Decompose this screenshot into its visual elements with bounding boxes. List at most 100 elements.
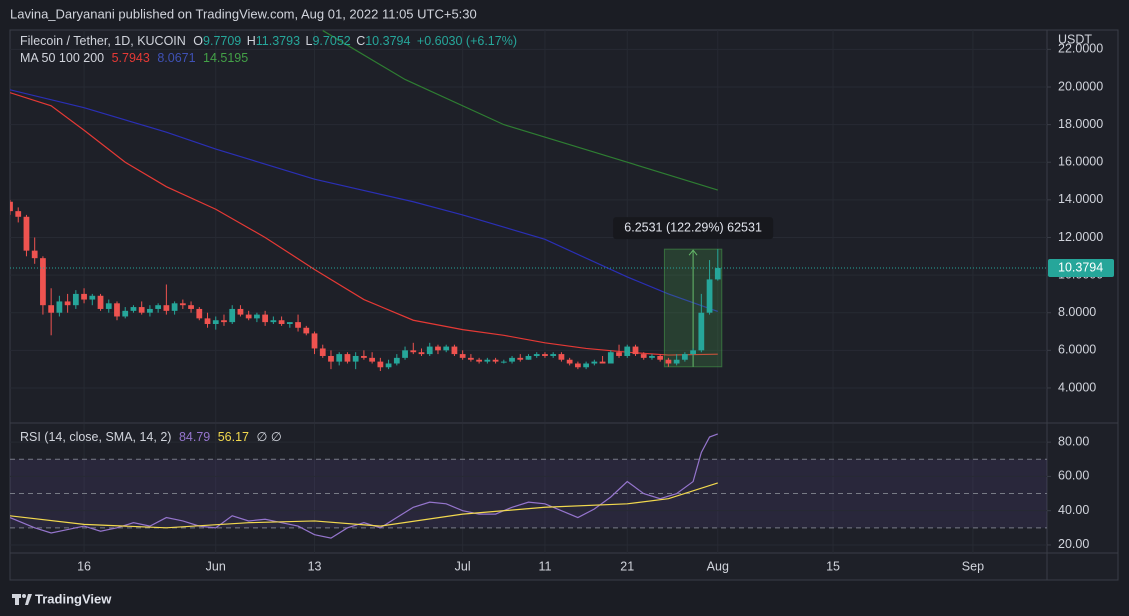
candle-body — [714, 267, 721, 280]
candle-body — [525, 355, 532, 360]
ma-value: 5.7943 — [112, 51, 150, 65]
candle-body — [443, 346, 450, 351]
candle-body — [31, 250, 38, 259]
candle-body — [171, 303, 178, 311]
price-pane — [10, 30, 1047, 422]
x-tick-label: 11 — [538, 559, 551, 573]
y-tick-label: 18.0000 — [1058, 117, 1103, 131]
x-tick-label: 15 — [826, 559, 840, 573]
candle-body — [558, 354, 565, 360]
candle-body — [517, 357, 524, 360]
symbol: Filecoin / Tether, 1D, KUCOIN — [20, 34, 186, 48]
candle-body — [616, 352, 622, 356]
candle-body — [278, 320, 285, 324]
candle-body — [56, 301, 63, 313]
candle-body — [295, 322, 301, 328]
footer-logo — [12, 594, 32, 605]
ohlc-letter: C — [356, 34, 365, 48]
change: +0.6030 (+6.17%) — [417, 34, 517, 48]
rsi-sma-value: 56.17 — [218, 430, 249, 444]
candle-body — [657, 355, 664, 360]
candle-body — [179, 303, 186, 306]
ma-value: 8.0671 — [157, 51, 195, 65]
candle-body — [254, 314, 260, 319]
measure-label: 6.2531 (122.29%) 62531 — [624, 220, 762, 234]
candle-body — [649, 355, 655, 358]
candle-body — [583, 363, 589, 368]
candle-body — [698, 312, 705, 351]
candle-body — [204, 318, 211, 324]
candle-body — [690, 350, 696, 355]
candle-body — [114, 303, 120, 317]
price-legend: Filecoin / Tether, 1D, KUCOIN O9.7709 H1… — [20, 34, 517, 48]
moving-average — [10, 92, 718, 356]
candle-body — [500, 361, 507, 363]
candle-body — [361, 355, 367, 358]
candle-body — [352, 355, 359, 362]
last-price-label: 10.3794 — [1058, 260, 1103, 274]
candle-body — [369, 357, 376, 362]
measure-arrowhead — [688, 249, 698, 256]
y-tick-label: 14.0000 — [1058, 192, 1103, 206]
y-tick-label: 40.00 — [1058, 503, 1089, 517]
ma-label: MA 50 100 200 — [20, 51, 104, 65]
candle-body — [426, 346, 433, 355]
y-tick-label: 8.0000 — [1058, 305, 1096, 319]
candle-body — [147, 308, 153, 313]
candle-body — [566, 359, 573, 364]
y-tick-label: 60.00 — [1058, 469, 1089, 483]
candle-body — [138, 307, 145, 313]
y-tick-label: 80.00 — [1058, 434, 1089, 448]
candle-body — [262, 314, 269, 323]
y-tick-label: 12.0000 — [1058, 230, 1103, 244]
candle-body — [393, 357, 400, 364]
ma-legend: MA 50 100 200 5.7943 8.0671 14.5195 — [20, 51, 248, 65]
candle-body — [303, 327, 310, 334]
candle-body — [385, 363, 392, 368]
rsi-pane — [10, 424, 1047, 553]
x-tick-label: 16 — [77, 559, 91, 573]
rsi-label: RSI (14, close, SMA, 14, 2) — [20, 430, 171, 444]
candle-body — [550, 354, 557, 356]
candle-body — [533, 354, 540, 356]
candle-body — [122, 310, 129, 317]
candle-body — [640, 354, 647, 358]
ohlc-letter: H — [247, 34, 256, 48]
ohlc-letter: L — [306, 34, 313, 48]
candle-body — [632, 346, 639, 355]
candle-body — [188, 305, 194, 309]
candle-body — [163, 305, 170, 311]
candle-body — [681, 354, 688, 360]
candle-body — [575, 363, 581, 368]
candle-body — [72, 293, 79, 306]
y-tick-label: 22.0000 — [1058, 42, 1103, 56]
candle-body — [130, 307, 137, 311]
x-tick-label: Jun — [206, 559, 226, 573]
y-tick-label: 20.0000 — [1058, 79, 1103, 93]
candle-body — [81, 293, 87, 300]
moving-average — [322, 30, 718, 191]
last-price-tag — [1048, 258, 1114, 277]
y-tick-label: 4.0000 — [1058, 380, 1096, 394]
candle-body — [245, 314, 252, 319]
candle-body — [196, 308, 203, 319]
candle-body — [377, 361, 384, 368]
rsi-line — [10, 433, 718, 539]
rsi-line — [10, 482, 718, 529]
candle-body — [468, 357, 474, 360]
candle-body — [418, 352, 425, 355]
candle-body — [319, 348, 326, 356]
candle-body — [23, 216, 30, 251]
moving-average — [10, 89, 718, 313]
candle-body — [435, 346, 441, 351]
x-tick-label: 21 — [620, 559, 634, 573]
candle-body — [221, 320, 227, 323]
candle-body — [591, 361, 598, 364]
x-tick-label: 13 — [308, 559, 322, 573]
candle-body — [15, 211, 22, 217]
candle-body — [229, 308, 236, 323]
candle-body — [328, 355, 334, 362]
candle-body — [311, 333, 318, 349]
rsi-legend: RSI (14, close, SMA, 14, 2) 84.79 56.17 … — [20, 430, 282, 444]
